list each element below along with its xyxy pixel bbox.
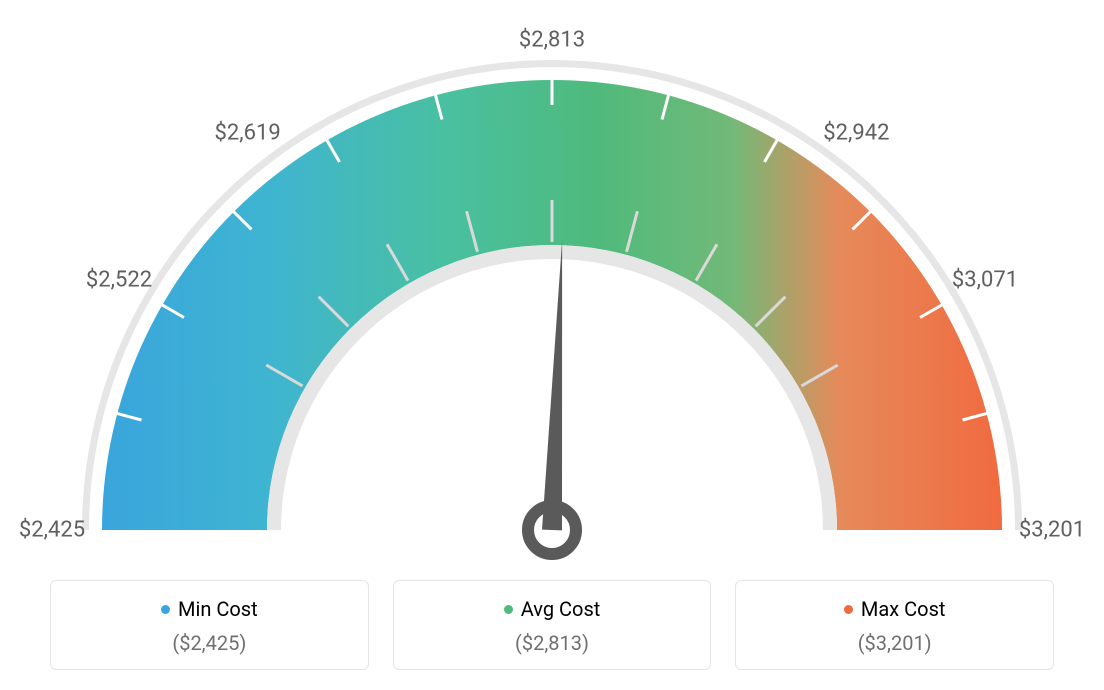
legend-value-min: ($2,425) [61,631,358,655]
legend-dot-avg [504,605,513,614]
legend-dot-min [161,605,170,614]
gauge-chart: $2,425 $2,522 $2,619 $2,813 $2,942 $3,071 $3,2… [0,0,1104,560]
gauge-tick-label: $2,522 [86,268,152,293]
legend-title-max-text: Max Cost [861,597,946,621]
legend-value-avg: ($2,813) [404,631,701,655]
gauge-tick-label: $2,619 [215,121,281,146]
legend-value-max: ($3,201) [746,631,1043,655]
legend-title-avg: Avg Cost [504,597,601,621]
legend-card-avg: Avg Cost ($2,813) [393,580,712,670]
legend-title-min: Min Cost [161,597,258,621]
legend-card-max: Max Cost ($3,201) [735,580,1054,670]
legend-title-avg-text: Avg Cost [521,597,601,621]
legend-row: Min Cost ($2,425) Avg Cost ($2,813) Max … [50,580,1054,670]
legend-title-min-text: Min Cost [178,597,258,621]
gauge-svg [0,0,1104,560]
gauge-tick-label: $2,942 [823,121,889,146]
gauge-tick-label: $3,201 [1019,518,1085,543]
gauge-tick-label: $2,425 [19,518,85,543]
legend-card-min: Min Cost ($2,425) [50,580,369,670]
cost-gauge-widget: $2,425 $2,522 $2,619 $2,813 $2,942 $3,071 $3,2… [0,0,1104,690]
gauge-tick-label: $2,813 [519,28,585,53]
gauge-tick-label: $3,071 [952,268,1018,293]
legend-dot-max [844,605,853,614]
legend-title-max: Max Cost [844,597,946,621]
